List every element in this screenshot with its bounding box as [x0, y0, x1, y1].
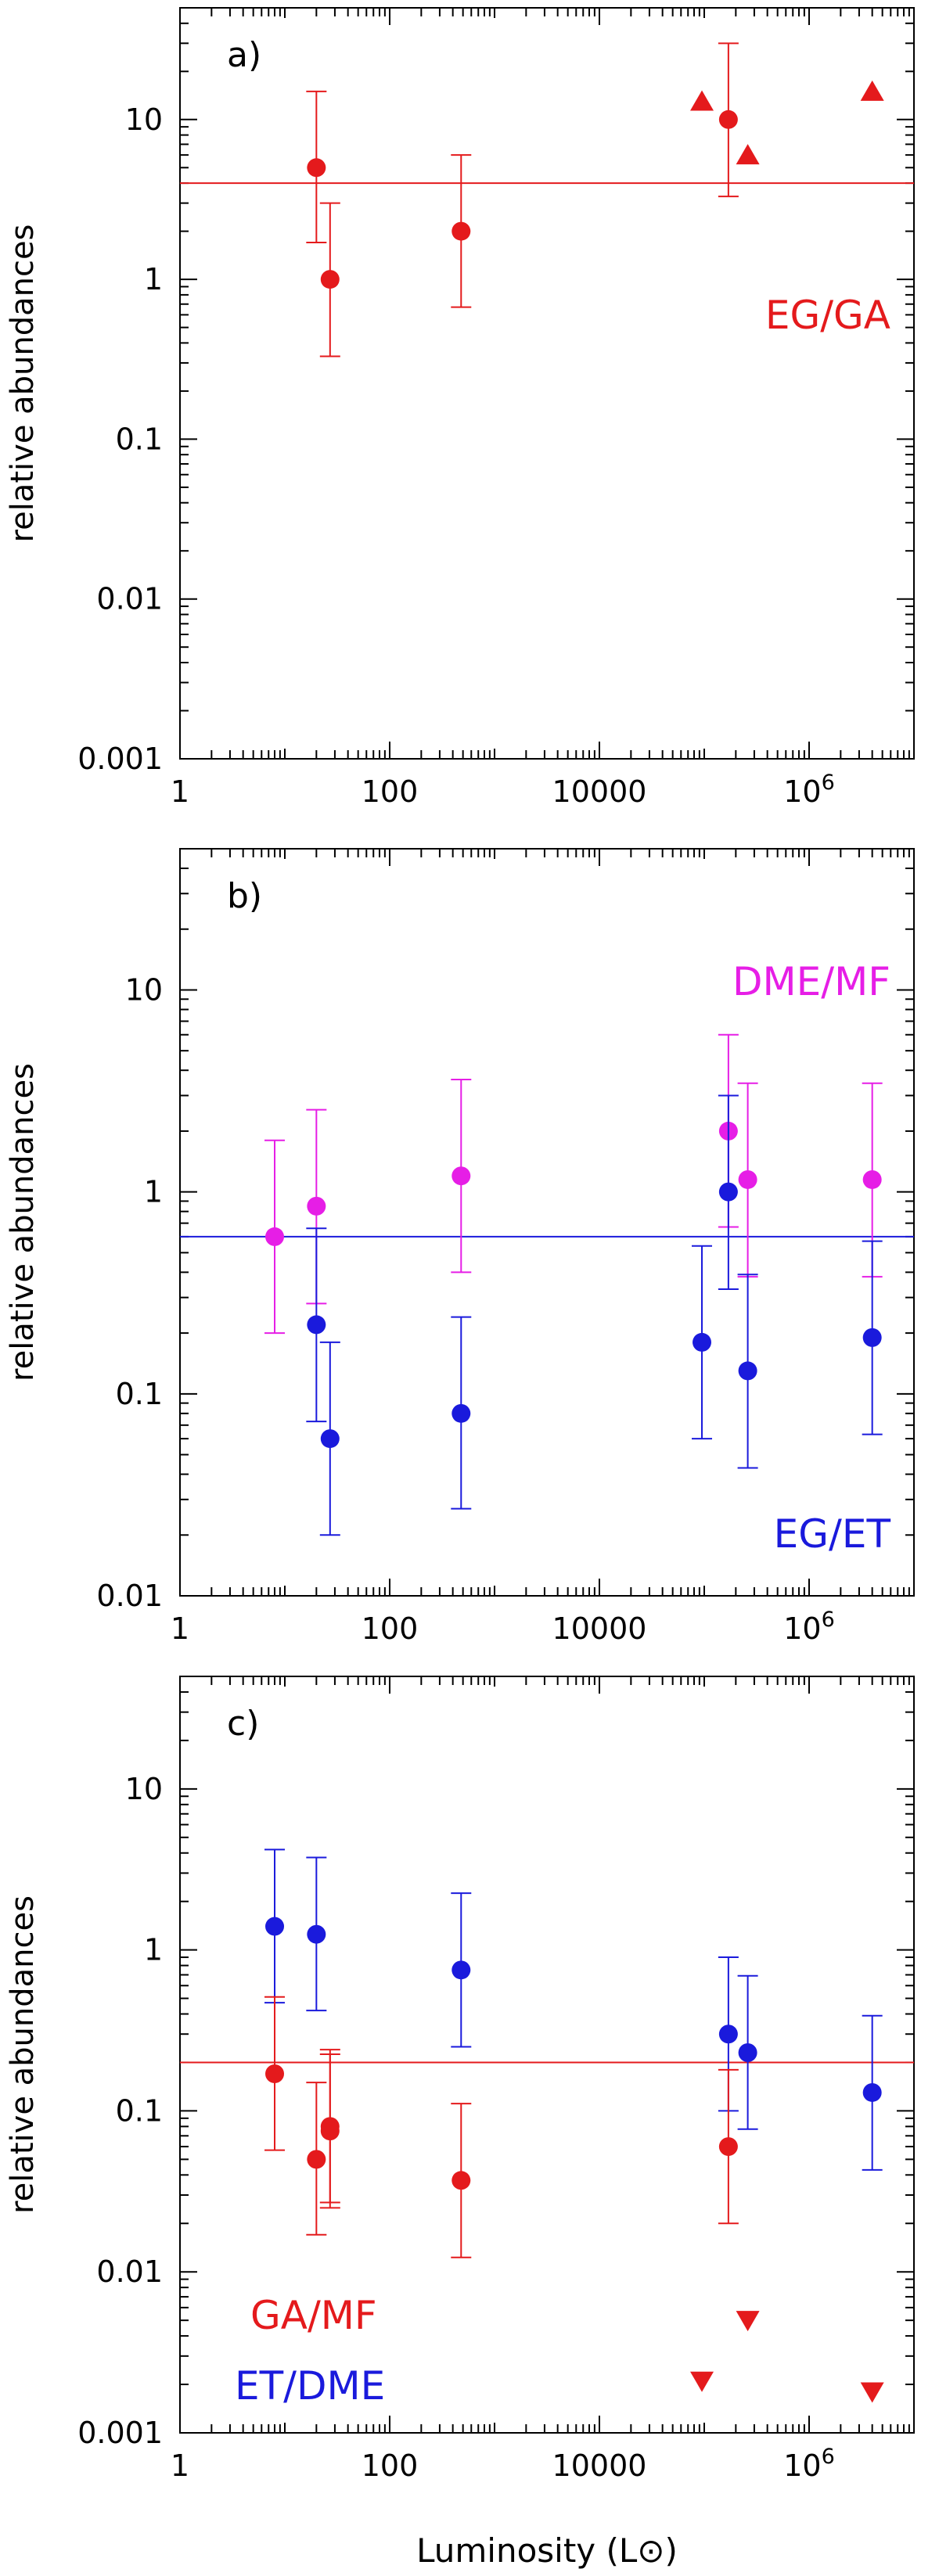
- data-point: [738, 2042, 757, 2062]
- data-point: [320, 2122, 340, 2141]
- data-point-triangle-down: [736, 2311, 760, 2332]
- x-tick-label: 10000: [552, 2448, 647, 2483]
- x-tick-label: 106: [783, 1608, 835, 1646]
- y-tick-label: 0.001: [77, 2416, 163, 2450]
- panel-label: b): [227, 876, 262, 916]
- y-tick-label: 0.1: [116, 2093, 163, 2128]
- plot-frame: [179, 848, 915, 1597]
- data-point: [307, 158, 326, 178]
- y-tick-label: 1: [144, 262, 163, 296]
- data-point: [307, 1315, 326, 1335]
- data-point: [452, 1960, 471, 1980]
- data-point: [718, 2025, 738, 2044]
- y-axis-label: relative abundances: [5, 1063, 41, 1381]
- data-point: [452, 2171, 471, 2190]
- data-point: [862, 1169, 882, 1189]
- x-tick-label: 1: [171, 2448, 189, 2483]
- x-tick-label: 10000: [552, 1611, 647, 1646]
- y-tick-label: 0.01: [96, 2254, 163, 2289]
- y-tick-label: 10: [125, 1772, 163, 1806]
- data-point: [265, 2064, 285, 2083]
- x-tick-label: 100: [362, 1611, 419, 1646]
- y-tick-label: 1: [144, 1175, 163, 1209]
- x-tick-label: 1: [171, 774, 189, 809]
- y-axis-label: relative abundances: [5, 225, 41, 543]
- x-tick-label: 10000: [552, 774, 647, 809]
- panel-label: c): [227, 1704, 259, 1744]
- data-point: [452, 1403, 471, 1423]
- x-tick-label: 106: [783, 2445, 835, 2483]
- y-tick-label: 10: [125, 102, 163, 137]
- y-axis-label: relative abundances: [5, 1895, 41, 2214]
- data-point: [320, 270, 340, 289]
- data-point: [738, 1169, 757, 1189]
- data-point: [265, 1917, 285, 1936]
- data-point-triangle-up: [860, 80, 884, 101]
- y-tick-label: 0.01: [96, 582, 163, 616]
- plot-frame: [179, 1676, 915, 2434]
- x-tick-label: 100: [362, 774, 419, 809]
- series-annotation: GA/MF: [250, 2293, 377, 2338]
- data-point: [307, 1924, 326, 1944]
- x-tick-label: 106: [783, 771, 835, 809]
- data-point: [320, 1429, 340, 1449]
- data-point-triangle-up: [736, 144, 760, 165]
- data-point: [307, 2150, 326, 2169]
- chart-panel-1: 1 100 10000 106 0.001 0.01 0.1 1 10 relative abun…: [5, 7, 915, 809]
- y-tick-label: 0.1: [116, 1377, 163, 1411]
- x-axis-label: Luminosity (L⊙): [416, 2531, 678, 2570]
- data-point: [862, 1328, 882, 1347]
- y-tick-label: 0.001: [77, 742, 163, 776]
- data-point: [718, 110, 738, 129]
- y-tick-label: 0.01: [96, 1579, 163, 1613]
- x-tick-label: 100: [362, 2448, 419, 2483]
- data-point: [718, 1182, 738, 1202]
- y-tick-label: 0.1: [116, 422, 163, 456]
- chart-panel-3: 1 100 10000 106 0.001 0.01 0.1 1 10 relative abun…: [5, 1676, 915, 2570]
- data-point: [862, 2082, 882, 2102]
- series-annotation: DME/MF: [732, 959, 890, 1004]
- data-point: [738, 1361, 757, 1381]
- panel-label: a): [227, 35, 261, 75]
- x-tick-label: 1: [171, 1611, 189, 1646]
- data-point-triangle-up: [690, 90, 714, 111]
- data-point: [693, 1332, 712, 1352]
- y-tick-label: 1: [144, 1933, 163, 1967]
- data-point: [265, 1227, 285, 1246]
- y-tick-label: 10: [125, 972, 163, 1007]
- data-point: [452, 221, 471, 241]
- data-point-triangle-down: [690, 2371, 714, 2392]
- data-point-triangle-down: [860, 2382, 884, 2403]
- series-annotation: ET/DME: [235, 2363, 385, 2409]
- chart-panel-2: 1 100 10000 106 0.01 0.1 1 10 relative abundance…: [5, 848, 915, 1646]
- data-point: [718, 2137, 738, 2157]
- series-annotation: EG/GA: [765, 293, 890, 338]
- series-annotation: EG/ET: [774, 1511, 891, 1557]
- data-point: [452, 1166, 471, 1186]
- plot-frame: [179, 7, 915, 760]
- data-point: [307, 1196, 326, 1216]
